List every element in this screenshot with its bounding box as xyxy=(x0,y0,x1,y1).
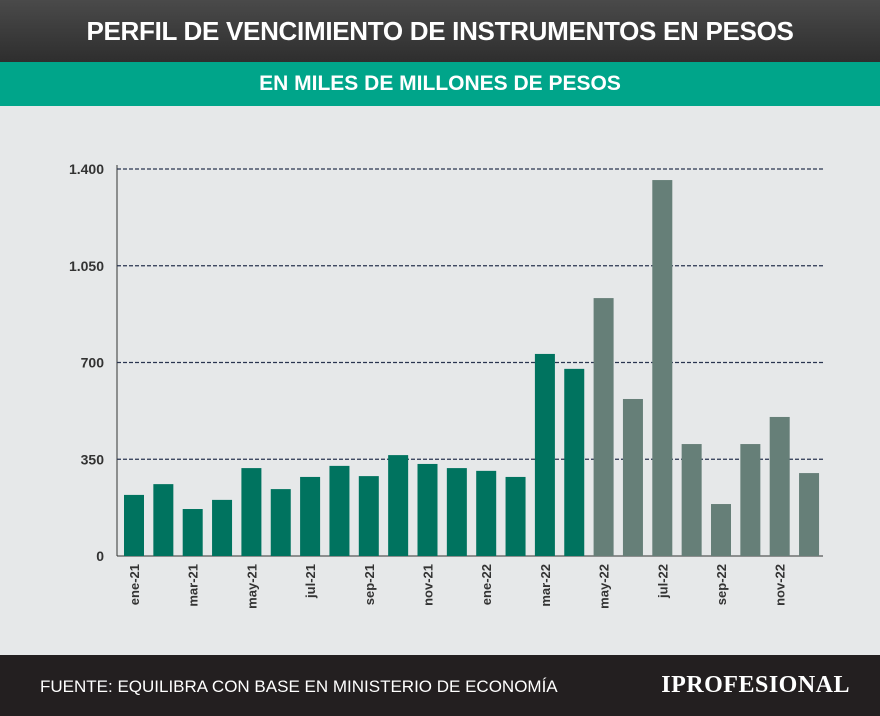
x-tick-label: may-22 xyxy=(597,564,612,609)
bar-mar-22 xyxy=(534,353,555,556)
bar-sep-21 xyxy=(358,476,379,556)
iprofesional-logo: IPROFESIONAL xyxy=(661,672,850,698)
bar-dic-22 xyxy=(799,473,820,556)
y-tick-label: 1.050 xyxy=(69,258,104,274)
x-tick-label: nov-21 xyxy=(421,564,436,606)
y-tick-label: 700 xyxy=(81,355,105,371)
y-tick-label: 0 xyxy=(96,548,104,564)
bar-may-22 xyxy=(593,298,614,556)
bar-may-21 xyxy=(241,468,262,556)
x-tick-label: ene-22 xyxy=(479,564,494,605)
bar-nov-21 xyxy=(417,463,438,556)
source-note: FUENTE: EQUILIBRA CON BASE EN MINISTERIO… xyxy=(40,677,558,696)
bar-ene-22 xyxy=(476,470,497,556)
bar-sep-22 xyxy=(711,504,731,556)
bar-oct-22 xyxy=(740,444,761,556)
y-tick-label: 350 xyxy=(81,451,105,467)
x-tick-label: jul-21 xyxy=(303,564,318,599)
chart-subtitle: EN MILES DE MILLONES DE PESOS xyxy=(0,62,880,106)
x-tick-label: mar-21 xyxy=(186,564,201,607)
x-tick-label: sep-21 xyxy=(362,564,377,605)
footer: FUENTE: EQUILIBRA CON BASE EN MINISTERIO… xyxy=(0,655,880,716)
bar-chart: 0 350 700 1.050 1.400 ene-21 mar-21 may-21 jul-2… xyxy=(69,161,823,609)
x-tick-label: nov-22 xyxy=(773,564,788,606)
bar-ene-21 xyxy=(124,494,144,556)
bar-jun-22 xyxy=(622,398,643,556)
x-tick-label: sep-22 xyxy=(714,564,729,605)
bar-jul-22 xyxy=(652,180,673,557)
x-tick-label: ene-21 xyxy=(127,564,142,605)
bar-feb-22 xyxy=(505,476,526,556)
bar-oct-21 xyxy=(388,455,409,556)
bar-dic-21 xyxy=(446,468,467,556)
bar-ago-22 xyxy=(681,444,702,556)
bar-nov-22 xyxy=(769,416,790,556)
x-tick-label: may-21 xyxy=(244,564,259,609)
y-tick-label: 1.400 xyxy=(69,161,104,177)
x-tick-label: jul-22 xyxy=(655,564,670,599)
bar-jul-21 xyxy=(300,476,321,556)
bar-ago-21 xyxy=(329,465,350,556)
bar-jun-21 xyxy=(270,489,291,556)
bar-feb-21 xyxy=(153,484,174,556)
bar-abr-22 xyxy=(564,368,585,556)
bar-mar-21 xyxy=(182,509,203,556)
x-tick-label: mar-22 xyxy=(538,564,553,607)
chart-title: PERFIL DE VENCIMIENTO DE INSTRUMENTOS EN… xyxy=(0,0,880,62)
bar-abr-21 xyxy=(212,499,233,556)
